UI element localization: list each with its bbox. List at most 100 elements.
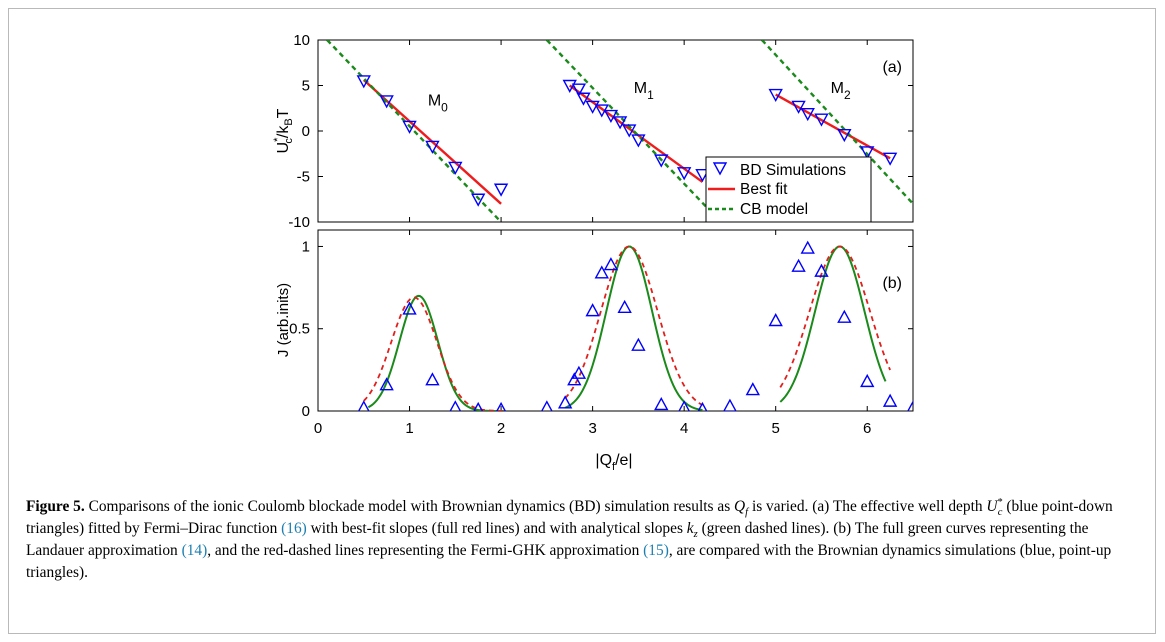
bd-point-down — [402, 120, 417, 134]
legend: BD Simulations Best fit CB model — [705, 156, 872, 223]
bd-point-up — [723, 398, 737, 411]
bd-point-up — [557, 395, 573, 409]
bd-point-down — [603, 109, 619, 123]
x-tick-label: 0 — [314, 420, 322, 437]
bd-point-down — [471, 193, 486, 207]
x-tick-label: 1 — [405, 420, 413, 437]
bd-point-down — [837, 128, 852, 143]
bd-point-down — [622, 124, 637, 138]
bd-point-up — [860, 373, 875, 388]
bd-point-up — [654, 396, 669, 411]
m-annotation-base: M — [634, 80, 647, 97]
bd-point-up — [882, 393, 898, 407]
cb-model-line — [326, 40, 502, 222]
figure-caption: Figure 5. Comparisons of the ionic Coulo… — [26, 496, 1144, 584]
bd-point-down — [493, 183, 509, 197]
bd-point-up — [571, 365, 587, 379]
bd-point-up — [791, 258, 806, 272]
caption-u: U — [986, 498, 998, 515]
bd-point-down — [562, 79, 577, 93]
x-tick-label: 2 — [497, 420, 505, 437]
m-annotation: M1 — [634, 80, 654, 102]
panel-a-y-tick-label: 5 — [302, 78, 310, 95]
caption-u-sub: c — [997, 507, 1003, 519]
caption-text-1: Comparisons of the ionic Coulomb blockad… — [84, 498, 735, 515]
bd-point-up — [567, 372, 582, 386]
m-annotation-sub: 2 — [844, 88, 851, 102]
panel-b-y-tick-label: 0.5 — [289, 321, 310, 338]
bd-point-up — [768, 313, 783, 327]
caption-k: k — [686, 520, 694, 537]
caption-ref-14[interactable]: (14) — [181, 542, 208, 559]
legend-label-cb: CB model — [740, 201, 808, 218]
caption-text-7: , are compared with the Brownian dynamic… — [26, 542, 1112, 581]
fermi-ghk-curve — [564, 245, 703, 406]
panel-b-plot-area — [357, 240, 913, 411]
panel-b-axes-box — [317, 229, 914, 412]
caption-q: Q — [734, 498, 746, 515]
bd-point-up — [540, 400, 553, 411]
caption-ref-16[interactable]: (16) — [281, 520, 307, 537]
caption-text-5: (green dashed lines). (b) The full green… — [26, 520, 1089, 559]
bd-point-down — [695, 168, 710, 183]
bd-point-up — [907, 400, 913, 411]
bd-point-up — [800, 240, 815, 254]
caption-text-2: is varied. (a) The effective well depth — [748, 498, 987, 515]
caption-text-6: , and the red-dashed lines representing … — [207, 542, 644, 559]
cb-model-line — [545, 40, 722, 222]
panel-a-label: (a) — [882, 59, 902, 76]
legend-label-bd: BD Simulations — [740, 162, 846, 179]
panel-a-y-tick-label: 0 — [302, 123, 310, 140]
bd-point-up — [594, 265, 609, 279]
m-annotation-sub: 1 — [647, 88, 654, 102]
bd-point-up — [697, 401, 708, 411]
cb-model-line — [761, 40, 913, 205]
fermi-ghk-curve — [779, 245, 891, 388]
legend-marker-bd — [712, 162, 728, 176]
panel-b-y-label: J (arb.inits) — [275, 283, 292, 357]
bd-point-down — [860, 146, 875, 160]
bd-point-up — [814, 263, 829, 277]
panel-a-y-label: U*c/kBT — [272, 108, 295, 153]
caption-label: Figure 5. — [26, 498, 85, 515]
bd-point-down — [356, 75, 371, 89]
caption-ref-15[interactable]: (15) — [643, 542, 669, 559]
bd-point-down — [576, 92, 591, 106]
panel-b-label: (b) — [882, 275, 902, 292]
caption-u-sup: * — [997, 496, 1003, 508]
bd-point-down — [425, 140, 440, 154]
bd-point-down — [800, 108, 815, 122]
landauer-curve — [779, 245, 887, 403]
bd-point-up — [496, 401, 507, 411]
panel-b-y-ticks: 10.50 — [289, 238, 913, 420]
bd-point-up — [357, 400, 370, 411]
bd-point-up — [745, 382, 760, 396]
m-annotation: M2 — [831, 80, 851, 102]
legend-label-fit: Best fit — [740, 181, 788, 198]
x-tick-label: 4 — [680, 420, 688, 437]
bd-point-up — [585, 303, 600, 317]
bd-point-up — [603, 257, 619, 271]
x-tick-label: 3 — [588, 420, 596, 437]
bd-point-up — [631, 337, 646, 351]
x-axis-label: |Qf/e| — [595, 452, 632, 473]
x-tick-label: 6 — [863, 420, 871, 437]
bd-point-down — [379, 95, 394, 109]
bd-point-up — [425, 372, 440, 386]
bd-point-up — [678, 400, 691, 411]
bd-point-down — [791, 100, 806, 114]
bd-point-down — [882, 152, 898, 166]
bd-point-down — [676, 167, 692, 181]
bd-point-down — [612, 116, 628, 130]
figure-frame — [8, 8, 1156, 634]
bd-point-up — [837, 309, 852, 323]
caption-text-4: with best-fit slopes (full red lines) an… — [306, 520, 687, 537]
panel-a-y-tick-label: -5 — [297, 169, 310, 186]
bd-point-down — [571, 83, 587, 97]
panel-b-y-tick-label: 0 — [302, 403, 310, 420]
